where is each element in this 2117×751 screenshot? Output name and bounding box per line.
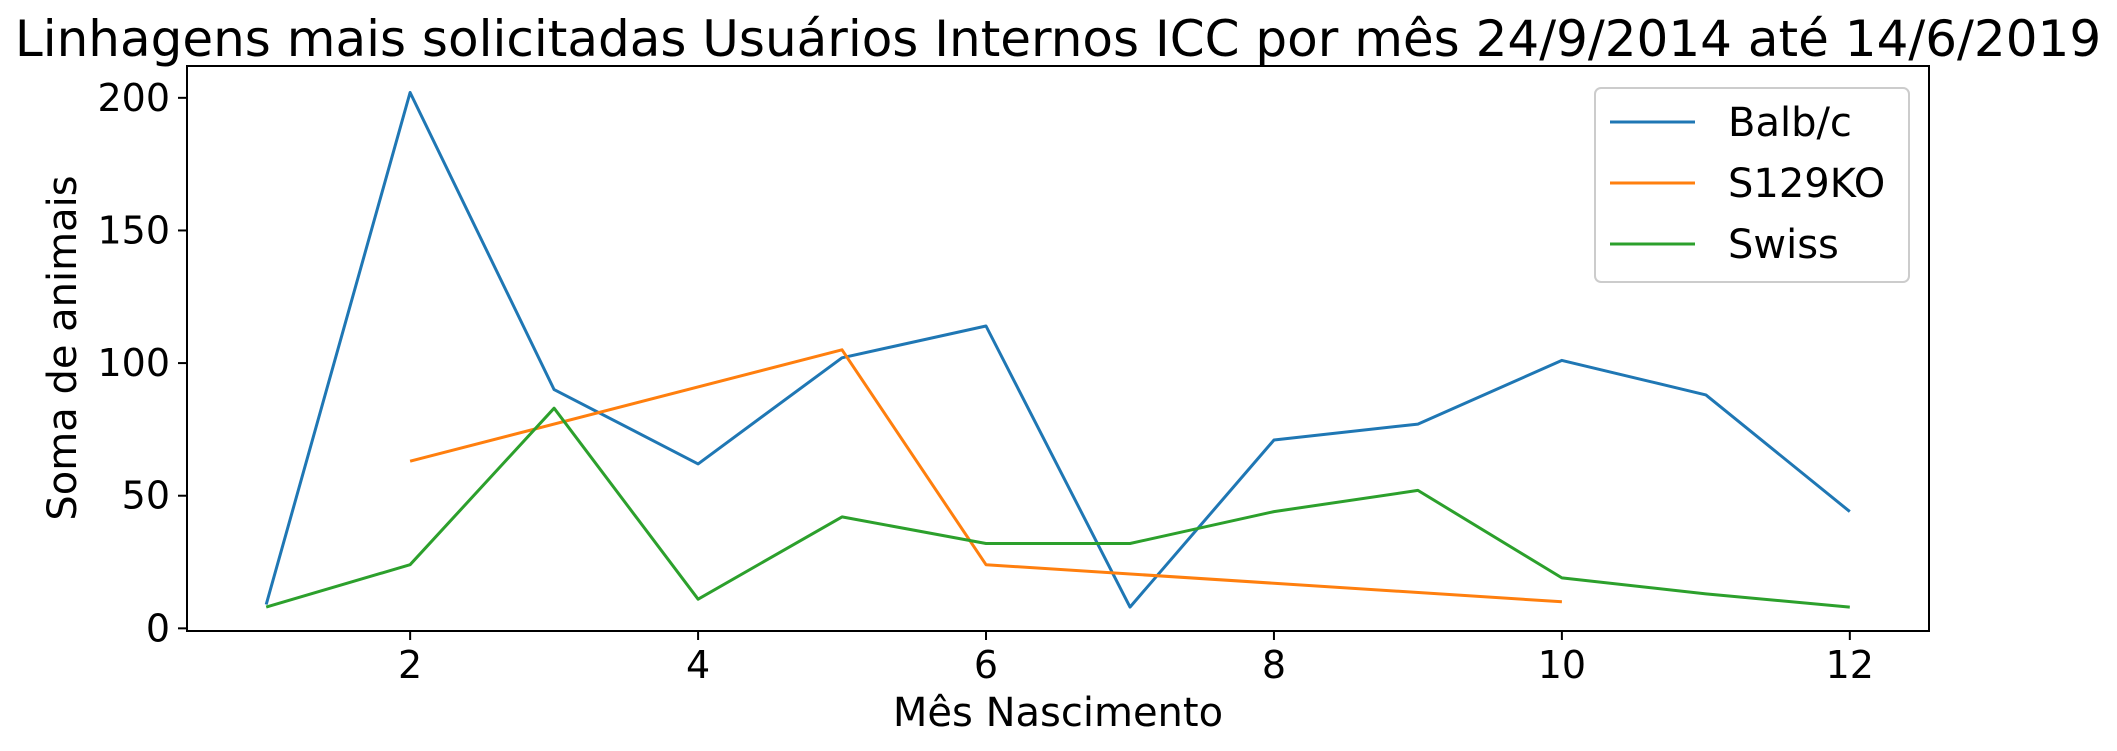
x-tick-label: 2 bbox=[398, 643, 422, 687]
y-tick-label: 50 bbox=[122, 474, 170, 518]
legend-label-swiss: Swiss bbox=[1728, 222, 1839, 268]
y-axis-ticks: 0 50 100 150 200 bbox=[97, 76, 187, 650]
series-layer bbox=[264, 91, 1851, 609]
x-axis-ticks: 2 4 6 8 10 12 bbox=[398, 631, 1874, 687]
y-tick-label: 150 bbox=[97, 208, 170, 252]
x-axis-label: Mês Nascimento bbox=[893, 690, 1223, 736]
y-tick-label: 0 bbox=[146, 606, 170, 650]
plot-area: 2 4 6 8 10 12 0 50 100 150 200 bbox=[97, 65, 1930, 687]
legend: Balb/c S129KO Swiss bbox=[1594, 87, 1910, 283]
x-tick-label: 6 bbox=[974, 643, 998, 687]
series-line-swiss bbox=[265, 406, 1850, 609]
legend-label-balb-c: Balb/c bbox=[1728, 100, 1852, 146]
y-axis-label: Soma de animais bbox=[40, 175, 86, 520]
legend-label-s129ko: S129KO bbox=[1728, 161, 1885, 207]
y-tick-label: 200 bbox=[97, 76, 170, 120]
legend-box bbox=[1594, 87, 1910, 283]
y-tick-label: 100 bbox=[97, 341, 170, 385]
series-line-balb-c bbox=[264, 91, 1851, 609]
x-tick-label: 10 bbox=[1538, 643, 1586, 687]
series-line-s129ko bbox=[409, 348, 1562, 604]
chart-title: Linhagens mais solicitadas Usuários Inte… bbox=[15, 10, 2101, 68]
x-tick-label: 12 bbox=[1826, 643, 1874, 687]
x-tick-label: 4 bbox=[686, 643, 710, 687]
plot-frame bbox=[186, 65, 1930, 632]
x-tick-label: 8 bbox=[1262, 643, 1286, 687]
legend-items: Balb/c S129KO Swiss bbox=[1610, 100, 1885, 268]
